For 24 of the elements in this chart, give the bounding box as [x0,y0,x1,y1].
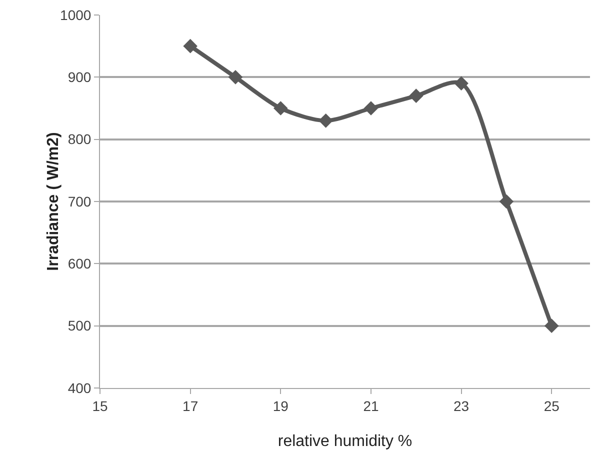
point [183,38,198,54]
point [274,101,288,116]
y-axis-title: Irradiance ( W/m2) [45,132,62,271]
x-tick-label: 19 [272,398,289,414]
point [408,88,424,103]
x-tick-label: 25 [544,398,560,414]
x-tick-label: 23 [454,398,470,414]
x-axis-title: relative humidity % [278,433,412,450]
x-tick-label: 17 [182,398,198,414]
y-tick-label: 900 [68,69,92,86]
y-tick-label: 1000 [60,6,92,23]
x-tick-label: 21 [363,398,379,414]
point [499,194,514,209]
point [228,70,243,84]
point [454,76,468,91]
x-tick-label: 15 [92,398,108,414]
y-tick-label: 500 [68,318,92,334]
point [318,114,333,128]
y-tick-label: 600 [68,256,92,272]
point [364,101,378,116]
y-tick-label: 400 [68,380,92,396]
point [544,318,559,333]
y-tick-label: 700 [68,193,92,210]
y-tick-label: 800 [68,131,92,148]
